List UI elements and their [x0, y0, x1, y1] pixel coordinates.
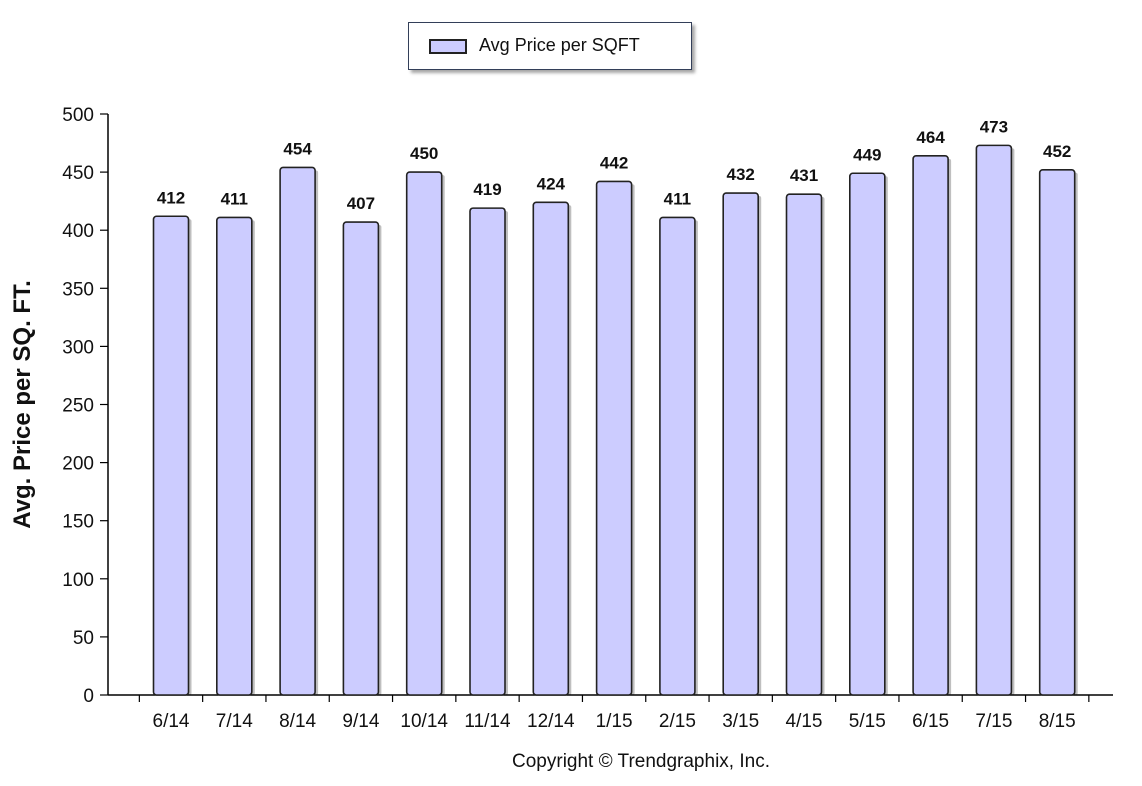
bar [595, 180, 633, 696]
x-tick-label: 2/15 [659, 711, 696, 732]
y-tick-label: 250 [62, 396, 94, 417]
legend: Avg Price per SQFT [408, 22, 692, 70]
x-tick-label: 8/15 [1039, 711, 1076, 732]
bar [405, 171, 443, 696]
data-label: 442 [600, 153, 628, 172]
x-tick-label: 4/15 [786, 711, 823, 732]
data-label: 407 [347, 194, 375, 213]
y-tick-label: 100 [62, 570, 94, 591]
data-label: 449 [853, 145, 881, 164]
data-label: 411 [664, 189, 691, 208]
y-tick-label: 200 [62, 454, 94, 475]
x-tick-label: 5/15 [849, 711, 886, 732]
x-tick-label: 6/15 [912, 711, 949, 732]
data-label: 412 [157, 188, 185, 207]
x-tick-label: 7/14 [216, 711, 253, 732]
y-tick-label: 0 [83, 686, 94, 707]
y-axis-title: Avg. Price per SQ. FT. [9, 280, 36, 529]
x-tick-label: 3/15 [722, 711, 759, 732]
bar [279, 166, 316, 696]
x-tick-label: 1/15 [596, 711, 633, 732]
x-tick-label: 10/14 [400, 711, 448, 732]
bar [659, 216, 696, 696]
x-tick-label: 6/14 [153, 711, 190, 732]
bar [785, 193, 823, 696]
x-tick-label: 9/14 [342, 711, 379, 732]
y-tick-label: 450 [62, 163, 94, 184]
y-tick-label: 350 [62, 279, 94, 300]
y-tick-label: 500 [62, 105, 94, 126]
data-label: 454 [283, 139, 312, 158]
x-tick-label: 11/14 [464, 711, 511, 732]
bar [848, 172, 886, 696]
y-tick-label: 300 [62, 337, 94, 358]
bar [216, 216, 253, 696]
bar [1038, 168, 1076, 696]
data-label: 424 [537, 174, 566, 193]
bar [532, 201, 570, 696]
x-tick-label: 7/15 [975, 711, 1012, 732]
legend-swatch [429, 39, 467, 54]
data-label: 473 [980, 117, 1008, 136]
bar [342, 221, 380, 696]
data-label: 432 [727, 165, 755, 184]
copyright-text: Copyright © Trendgraphix, Inc. [512, 751, 770, 772]
bar [912, 155, 949, 696]
data-label: 411 [221, 189, 248, 208]
x-tick-label: 12/14 [527, 711, 575, 732]
bar [722, 192, 760, 696]
data-label: 464 [916, 128, 945, 147]
bar [975, 144, 1013, 696]
y-tick-label: 50 [73, 628, 94, 649]
data-label: 431 [790, 166, 818, 185]
legend-label: Avg Price per SQFT [479, 35, 640, 55]
data-label: 419 [473, 180, 501, 199]
y-tick-label: 150 [62, 512, 94, 533]
data-label: 452 [1043, 142, 1071, 161]
bar [152, 215, 190, 696]
data-label: 450 [410, 144, 438, 163]
y-tick-label: 400 [62, 221, 94, 242]
x-tick-label: 8/14 [279, 711, 316, 732]
bar [469, 207, 506, 696]
